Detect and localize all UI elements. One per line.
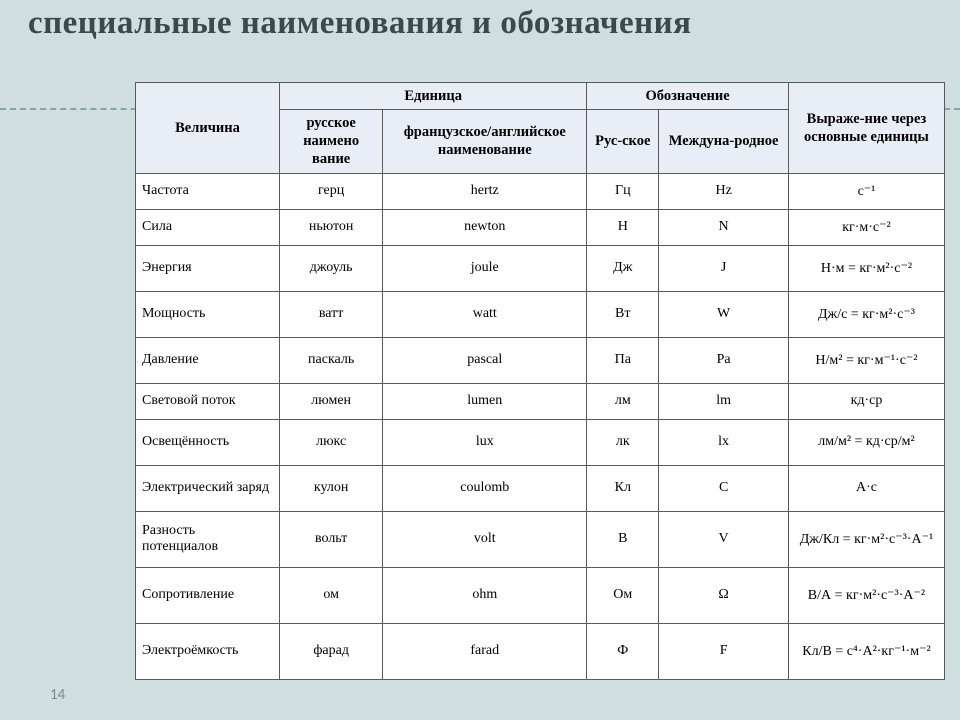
cell-intl-symbol: V [659, 511, 789, 567]
cell-expression: А·с [788, 465, 944, 511]
table-row: МощностьваттwattВтWДж/с = кг·м²·с⁻³ [136, 291, 945, 337]
cell-ru-name: паскаль [280, 337, 383, 383]
table-body: ЧастотагерцhertzГцHzс⁻¹СиланьютонnewtonН… [136, 173, 945, 679]
cell-ru-symbol: Н [587, 209, 659, 245]
col-ru-name: русское наимено вание [280, 110, 383, 173]
table-head: Величина Единица Обозначение Выраже-ние … [136, 83, 945, 174]
col-expression: Выраже-ние через основные единицы [788, 83, 944, 174]
cell-quantity: Энергия [136, 245, 280, 291]
cell-intl-symbol: Pa [659, 337, 789, 383]
cell-ru-symbol: В [587, 511, 659, 567]
col-unit-group: Единица [280, 83, 587, 110]
cell-fr-en-name: joule [383, 245, 587, 291]
cell-ru-symbol: Вт [587, 291, 659, 337]
table-row: Световой потоклюменlumenлмlmкд·ср [136, 383, 945, 419]
cell-expression: Н·м = кг·м²·с⁻² [788, 245, 944, 291]
cell-fr-en-name: coulomb [383, 465, 587, 511]
table-row: СиланьютонnewtonНNкг·м·с⁻² [136, 209, 945, 245]
cell-expression: В/А = кг·м²·с⁻³·А⁻² [788, 567, 944, 623]
cell-intl-symbol: Hz [659, 173, 789, 209]
page-number: 14 [50, 686, 65, 704]
cell-fr-en-name: volt [383, 511, 587, 567]
cell-intl-symbol: lx [659, 419, 789, 465]
cell-expression: кд·ср [788, 383, 944, 419]
cell-quantity: Электроёмкость [136, 623, 280, 679]
cell-expression: Дж/с = кг·м²·с⁻³ [788, 291, 944, 337]
col-quantity: Величина [136, 83, 280, 174]
cell-quantity: Освещённость [136, 419, 280, 465]
cell-expression: Н/м² = кг·м⁻¹·с⁻² [788, 337, 944, 383]
table-row: ЧастотагерцhertzГцHzс⁻¹ [136, 173, 945, 209]
cell-expression: кг·м·с⁻² [788, 209, 944, 245]
table-row: СопротивлениеомohmОмΩВ/А = кг·м²·с⁻³·А⁻² [136, 567, 945, 623]
cell-intl-symbol: N [659, 209, 789, 245]
cell-fr-en-name: hertz [383, 173, 587, 209]
table-row: Освещённостьлюксluxлкlxлм/м² = кд·ср/м² [136, 419, 945, 465]
cell-intl-symbol: Ω [659, 567, 789, 623]
cell-expression: Кл/В = с⁴·А²·кг⁻¹·м⁻² [788, 623, 944, 679]
cell-intl-symbol: F [659, 623, 789, 679]
cell-intl-symbol: C [659, 465, 789, 511]
cell-expression: с⁻¹ [788, 173, 944, 209]
cell-quantity: Частота [136, 173, 280, 209]
cell-ru-name: люмен [280, 383, 383, 419]
cell-ru-symbol: лм [587, 383, 659, 419]
cell-quantity: Мощность [136, 291, 280, 337]
col-symbol-group: Обозначение [587, 83, 789, 110]
cell-ru-name: вольт [280, 511, 383, 567]
col-ru-symbol: Рус-ское [587, 110, 659, 173]
cell-ru-name: люкс [280, 419, 383, 465]
table-row: ЭнергияджоульjouleДжJН·м = кг·м²·с⁻² [136, 245, 945, 291]
cell-fr-en-name: lux [383, 419, 587, 465]
cell-ru-symbol: Гц [587, 173, 659, 209]
cell-ru-symbol: лк [587, 419, 659, 465]
cell-intl-symbol: W [659, 291, 789, 337]
cell-ru-symbol: Ф [587, 623, 659, 679]
table-row: Электрический зарядкулонcoulombКлCА·с [136, 465, 945, 511]
cell-fr-en-name: ohm [383, 567, 587, 623]
cell-ru-symbol: Дж [587, 245, 659, 291]
cell-quantity: Электрический заряд [136, 465, 280, 511]
cell-ru-name: герц [280, 173, 383, 209]
col-intl-symbol: Междуна-родное [659, 110, 789, 173]
table-row: ДавлениепаскальpascalПаPaН/м² = кг·м⁻¹·с… [136, 337, 945, 383]
cell-ru-name: джоуль [280, 245, 383, 291]
cell-ru-name: кулон [280, 465, 383, 511]
cell-fr-en-name: newton [383, 209, 587, 245]
cell-fr-en-name: farad [383, 623, 587, 679]
cell-expression: лм/м² = кд·ср/м² [788, 419, 944, 465]
cell-expression: Дж/Кл = кг·м²·с⁻³·А⁻¹ [788, 511, 944, 567]
table-row: Разность потенциаловвольтvoltВVДж/Кл = к… [136, 511, 945, 567]
cell-fr-en-name: watt [383, 291, 587, 337]
cell-ru-name: фарад [280, 623, 383, 679]
cell-intl-symbol: J [659, 245, 789, 291]
cell-ru-name: ом [280, 567, 383, 623]
units-table: Величина Единица Обозначение Выраже-ние … [135, 82, 945, 680]
slide-title: специальные наименования и обозначения [28, 4, 691, 44]
cell-ru-symbol: Па [587, 337, 659, 383]
cell-ru-name: ватт [280, 291, 383, 337]
cell-ru-name: ньютон [280, 209, 383, 245]
cell-fr-en-name: lumen [383, 383, 587, 419]
cell-intl-symbol: lm [659, 383, 789, 419]
cell-ru-symbol: Ом [587, 567, 659, 623]
cell-quantity: Давление [136, 337, 280, 383]
units-table-container: Величина Единица Обозначение Выраже-ние … [135, 82, 945, 680]
slide: специальные наименования и обозначения В… [0, 0, 960, 720]
table-row: ЭлектроёмкостьфарадfaradФFКл/В = с⁴·А²·к… [136, 623, 945, 679]
cell-quantity: Световой поток [136, 383, 280, 419]
cell-quantity: Сопротивление [136, 567, 280, 623]
col-fr-en-name: французское/английское наименование [383, 110, 587, 173]
cell-fr-en-name: pascal [383, 337, 587, 383]
cell-ru-symbol: Кл [587, 465, 659, 511]
cell-quantity: Разность потенциалов [136, 511, 280, 567]
cell-quantity: Сила [136, 209, 280, 245]
